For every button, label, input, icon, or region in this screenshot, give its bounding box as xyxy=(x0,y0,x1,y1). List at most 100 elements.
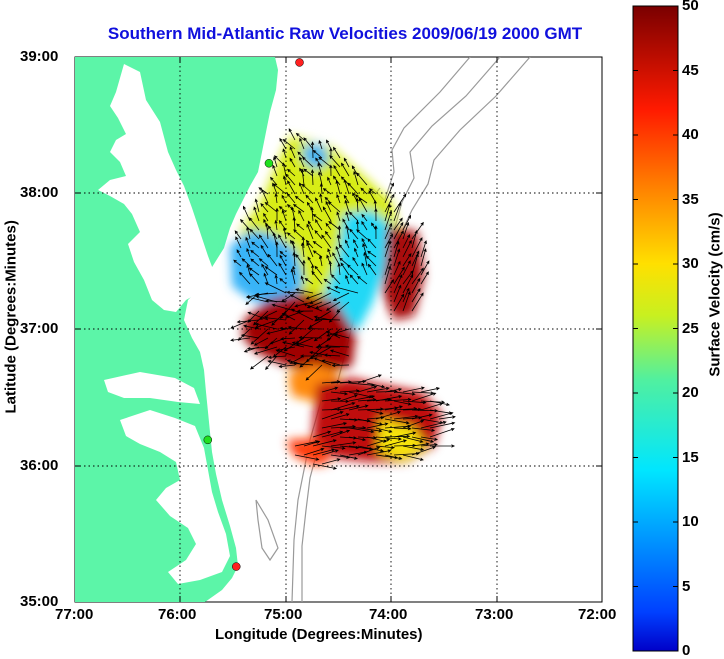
velocity-arrow xyxy=(352,256,359,267)
velocity-arrow xyxy=(292,203,305,213)
velocity-arrow xyxy=(333,146,341,159)
velocity-arrow xyxy=(275,349,296,357)
velocity-arrow xyxy=(327,201,341,213)
velocity-arrow xyxy=(348,395,376,402)
velocity-arrow xyxy=(235,236,242,249)
velocity-arrow xyxy=(360,187,368,195)
velocity-arrow xyxy=(292,216,296,231)
velocity-arrow xyxy=(321,449,339,456)
colorbar-tick-label: 20 xyxy=(682,384,699,401)
velocity-arrow xyxy=(322,206,332,222)
lon-tick-label: 72:00 xyxy=(578,606,617,623)
velocity-arrow xyxy=(296,223,305,231)
albemarle-sound xyxy=(104,372,200,404)
velocity-arrow xyxy=(274,219,278,231)
velocity-arrow xyxy=(393,293,405,312)
velocity-arrow xyxy=(411,237,423,258)
y-axis-label: Latitude (Degrees:Minutes) xyxy=(2,220,20,414)
velocity-arrow xyxy=(321,234,332,249)
velocity-arrow xyxy=(393,266,405,285)
velocity-arrow xyxy=(354,194,368,204)
velocity-arrow xyxy=(353,170,359,186)
velocity-arrow xyxy=(243,324,260,330)
velocity-arrow xyxy=(275,241,279,258)
velocity-arrow xyxy=(272,164,278,177)
velocity-arrow xyxy=(374,225,378,240)
velocity-arrow xyxy=(393,230,404,249)
velocity-arrow xyxy=(300,168,305,186)
velocity-arrow xyxy=(260,203,269,213)
colorbar-tick-label: 45 xyxy=(682,62,699,79)
velocity-arrow xyxy=(230,337,251,342)
velocity-arrow xyxy=(265,222,269,240)
velocity-arrow xyxy=(279,137,287,150)
velocity-arrow xyxy=(361,220,368,231)
velocity-arrow xyxy=(393,431,417,438)
velocity-arrow xyxy=(292,361,314,366)
velocity-arrow xyxy=(265,299,287,303)
velocity-arrow xyxy=(357,385,378,393)
velocity-arrow xyxy=(402,386,425,393)
velocity-arrow xyxy=(347,264,359,276)
velocity-arrow xyxy=(384,182,394,204)
velocity-arrow xyxy=(354,247,359,258)
velocity-arrow xyxy=(267,355,287,359)
velocity-arrow xyxy=(335,245,341,258)
velocity-arrow xyxy=(278,234,287,249)
velocity-arrow xyxy=(264,282,287,294)
velocity-arrow xyxy=(246,226,251,240)
velocity-arrow xyxy=(361,262,368,276)
colorbar-tick-label: 25 xyxy=(682,320,699,337)
colorbar-tick-label: 35 xyxy=(682,191,699,208)
lat-tick-label: 36:00 xyxy=(20,457,59,474)
velocity-arrow xyxy=(366,382,386,389)
velocity-arrow xyxy=(402,270,414,285)
velocity-arrow xyxy=(375,445,396,450)
velocity-arrow xyxy=(326,286,341,294)
velocity-arrow xyxy=(243,205,251,222)
velocity-arrow xyxy=(267,360,287,366)
velocity-arrow xyxy=(294,454,320,461)
velocity-arrow xyxy=(319,182,324,195)
colorbar-tick-label: 40 xyxy=(682,126,699,143)
velocity-arrow xyxy=(384,454,403,460)
velocity-arrow xyxy=(301,183,314,195)
velocity-arrow xyxy=(315,197,323,213)
velocity-arrow xyxy=(323,278,332,285)
colorbar-tick-label: 30 xyxy=(682,255,699,272)
velocity-arrow xyxy=(429,428,455,438)
velocity-vectors xyxy=(230,128,456,470)
velocity-arrow xyxy=(300,275,305,285)
velocity-arrow xyxy=(249,355,269,370)
colorbar-ticks xyxy=(633,5,678,652)
velocity-arrow xyxy=(295,288,314,294)
velocity-arrow xyxy=(281,209,287,222)
velocity-arrow xyxy=(330,399,350,403)
velocity-arrow xyxy=(299,354,322,358)
velocity-arrow xyxy=(330,429,351,438)
velocity-arrow xyxy=(253,206,260,222)
velocity-arrow xyxy=(309,292,332,304)
velocity-arrow xyxy=(411,229,418,249)
velocity-arrow xyxy=(348,404,369,411)
velocity-arrow xyxy=(306,242,314,258)
velocity-arrow xyxy=(347,182,359,195)
velocity-arrow xyxy=(353,239,359,249)
velocity-arrow xyxy=(312,240,323,249)
velocity-arrow xyxy=(274,274,278,285)
velocity-arrow xyxy=(312,439,337,447)
velocity-arrow xyxy=(321,445,346,450)
velocity-arrow xyxy=(298,209,305,222)
pamlico-sound xyxy=(120,410,230,584)
velocity-arrow xyxy=(318,156,332,168)
lon-tick-label: 76:00 xyxy=(158,606,197,623)
lat-tick-label: 37:00 xyxy=(20,320,59,337)
velocity-arrow xyxy=(402,291,411,312)
velocity-arrow xyxy=(429,411,454,420)
velocity-field xyxy=(230,136,442,466)
velocity-arrow xyxy=(366,438,391,447)
velocity-arrow xyxy=(330,441,357,447)
velocity-arrow xyxy=(420,260,430,276)
velocity-arrow xyxy=(301,236,305,249)
velocity-arrow xyxy=(402,445,425,451)
